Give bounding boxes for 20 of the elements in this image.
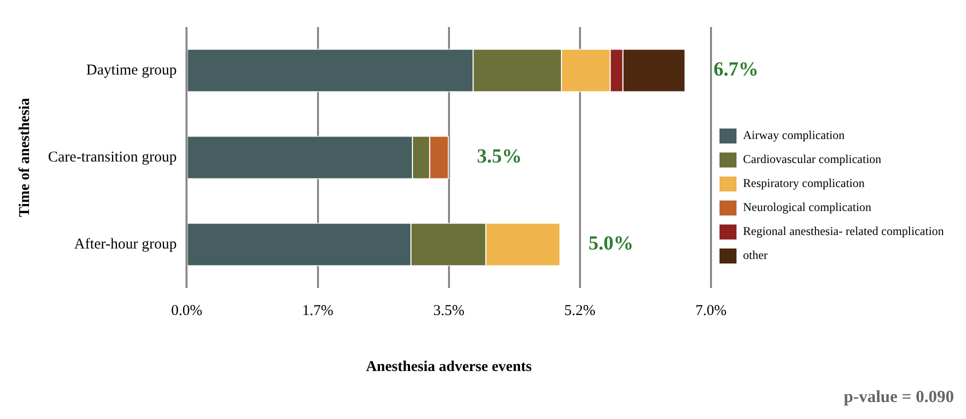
y-axis-title: Time of anesthesia: [16, 98, 33, 217]
x-tick-label: 5.2%: [564, 302, 596, 319]
legend-label: Cardiovascular complication: [743, 152, 882, 166]
y-tick-label: Care-transition group: [48, 149, 177, 166]
legend-label: Regional anesthesia- related complication: [743, 224, 944, 238]
total-label: 5.0%: [588, 232, 634, 255]
x-axis-title: Anesthesia adverse events: [366, 358, 532, 375]
x-tick-label: 3.5%: [433, 302, 464, 319]
legend-label: Respiratory complication: [743, 176, 865, 190]
x-tick-label: 1.7%: [302, 302, 334, 319]
y-tick-label: After-hour group: [74, 236, 177, 252]
legend-label: other: [743, 248, 768, 262]
y-tick-label: Daytime group: [86, 62, 177, 78]
x-tick-label: 7.0%: [695, 302, 727, 319]
legend-label: Airway complication: [743, 128, 845, 142]
total-label: 3.5%: [476, 146, 522, 168]
text: p-value = 0.090: [844, 386, 954, 406]
legend-label: Neurological complication: [743, 200, 872, 214]
x-tick-label: 0.0%: [171, 302, 202, 319]
total-label: 6.7%: [714, 58, 759, 81]
